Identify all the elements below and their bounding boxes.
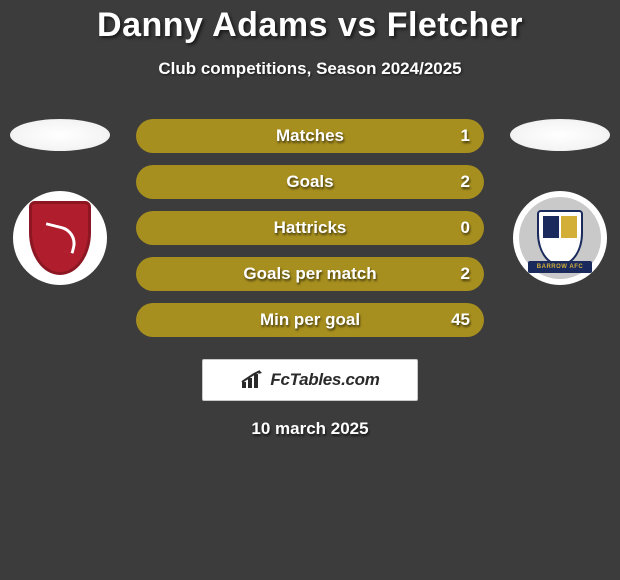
brand-icon: [240, 370, 264, 390]
stat-bar-label: Goals per match: [136, 257, 484, 291]
left-team-crest: [13, 191, 107, 285]
right-team-banner: BARROW AFC: [528, 261, 592, 273]
stat-bar-label: Goals: [136, 165, 484, 199]
stat-bar-value-right: 2: [461, 257, 470, 291]
infographic-date: 10 march 2025: [0, 419, 620, 439]
left-player-headshot: [10, 119, 110, 151]
left-player-column: [0, 119, 120, 285]
page-title: Danny Adams vs Fletcher: [0, 0, 620, 45]
right-team-crest-inner: BARROW AFC: [519, 197, 601, 279]
right-player-column: BARROW AFC: [500, 119, 620, 285]
stat-bar: Hattricks0: [136, 211, 484, 245]
stat-bar-label: Min per goal: [136, 303, 484, 337]
subtitle: Club competitions, Season 2024/2025: [0, 59, 620, 79]
brand-badge: FcTables.com: [202, 359, 418, 401]
stat-bar: Matches1: [136, 119, 484, 153]
left-team-shield: [29, 201, 91, 275]
stat-bar-value-right: 45: [451, 303, 470, 337]
stat-bar-value-right: 1: [461, 119, 470, 153]
right-team-crest: BARROW AFC: [513, 191, 607, 285]
stat-bar-label: Hattricks: [136, 211, 484, 245]
stat-bar: Min per goal45: [136, 303, 484, 337]
comparison-area: BARROW AFC Matches1Goals2Hattricks0Goals…: [0, 119, 620, 337]
stat-bar-value-right: 2: [461, 165, 470, 199]
stat-bar-label: Matches: [136, 119, 484, 153]
right-team-shield: [537, 210, 583, 266]
stat-bar: Goals per match2: [136, 257, 484, 291]
left-team-emblem: [41, 222, 80, 254]
stat-bar-value-right: 0: [461, 211, 470, 245]
stat-bars: Matches1Goals2Hattricks0Goals per match2…: [136, 119, 484, 337]
brand-text: FcTables.com: [270, 370, 379, 390]
right-player-headshot: [510, 119, 610, 151]
stat-bar: Goals2: [136, 165, 484, 199]
